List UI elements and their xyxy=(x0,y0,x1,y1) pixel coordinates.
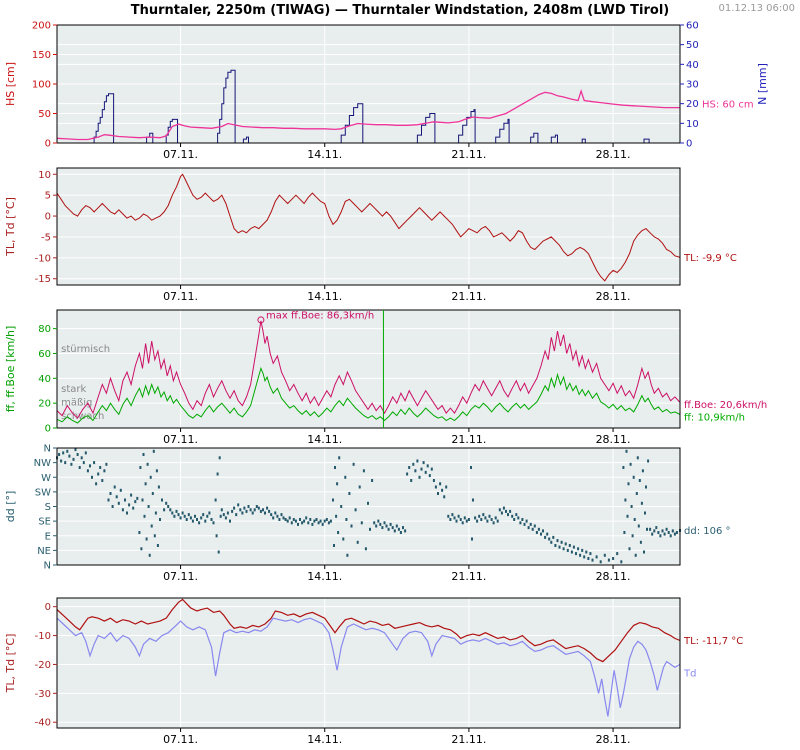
y-tick-label: -10 xyxy=(35,631,51,642)
y-tick-label: SE xyxy=(38,517,51,528)
annotation-label: max ff.Boe: 86,3km/h xyxy=(266,310,374,321)
panel-air-temperature-dewpoint-2250m: -15 -10 -5 0 5 10 07.11. 14.11. 21.11. 28.11. TL, … xyxy=(4,167,737,303)
y-tick-label: 100 xyxy=(32,80,51,91)
y-tick-label: 10 xyxy=(38,170,51,181)
x-tick-label: 14.11. xyxy=(307,433,342,446)
x-tick-label: 14.11. xyxy=(307,733,342,746)
y-tick-label: NE xyxy=(37,546,51,557)
panel-wind-direction: N NE E SE S SW W NW N 07.11. 14.11. 21.11. 28.11. dd … xyxy=(4,444,731,584)
x-tick-label: 21.11. xyxy=(451,148,486,161)
y-tick-label: 20 xyxy=(686,99,699,110)
plot-background xyxy=(57,168,680,285)
annotation-label: ff: 10,9km/h xyxy=(684,412,745,423)
plot-background xyxy=(57,310,680,428)
max-gust-marker xyxy=(257,316,265,324)
y-tick-label: 5 xyxy=(45,191,51,202)
y-tick-label: 0 xyxy=(45,212,51,223)
left-axis-title: ff, ff.Boe [km/h] xyxy=(4,326,17,413)
panel-snow-height-precipitation: 0 50 100 150 200 0 10 20 30 40 50 60 N [mm] 07.11. 14.… xyxy=(4,21,769,162)
annotation-label: Td xyxy=(683,669,696,680)
y-tick-label: NW xyxy=(34,458,51,469)
y-tick-label: 30 xyxy=(686,80,699,91)
y-tick-label: 60 xyxy=(38,349,51,360)
y-tick-label: -30 xyxy=(35,689,51,700)
x-tick-label: 28.11. xyxy=(596,148,631,161)
annotation-label: TL: -11,7 °C xyxy=(683,636,743,647)
y-tick-label: 20 xyxy=(38,399,51,410)
y-tick-label: -5 xyxy=(41,232,51,243)
x-tick-label: 28.11. xyxy=(596,290,631,303)
annotation-label: stark xyxy=(61,384,86,395)
y-tick-label: SW xyxy=(35,487,51,498)
y-tick-label: 0 xyxy=(45,602,51,613)
series-ff.Boe xyxy=(56,320,681,419)
left-axis-title: HS [cm] xyxy=(4,62,17,106)
x-tick-label: 07.11. xyxy=(163,433,198,446)
y-tick-label: 40 xyxy=(686,60,699,71)
right-axis-title: N [mm] xyxy=(756,63,769,105)
y-tick-label: -10 xyxy=(35,253,51,264)
annotation-label: stürmisch xyxy=(61,344,110,355)
panel-wind-speed: stürmisch stark mäßig schwach 0 20 40 60 80 07.11… xyxy=(4,309,767,446)
y-tick-label: S xyxy=(45,502,51,513)
y-tick-label: W xyxy=(41,473,51,484)
y-tick-label: -15 xyxy=(35,274,51,285)
y-tick-label: 0 xyxy=(45,139,51,150)
report-timestamp: 01.12.13 06:00 xyxy=(718,3,795,14)
plot-border xyxy=(56,309,681,429)
series-HS xyxy=(56,88,680,141)
y-tick-label: 10 xyxy=(686,119,699,130)
panel-air-temperature-dewpoint-2408m: -40 -30 -20 -10 0 07.11. 14.11. 21.11. 28.11. TL,… xyxy=(4,597,743,746)
x-tick-label: 28.11. xyxy=(596,570,631,583)
x-tick-label: 14.11. xyxy=(307,148,342,161)
y-tick-label: N xyxy=(44,561,51,572)
x-tick-label: 07.11. xyxy=(163,733,198,746)
series-TL xyxy=(56,598,681,663)
x-tick-label: 21.11. xyxy=(451,733,486,746)
y-tick-label: 200 xyxy=(32,21,51,32)
x-tick-label: 21.11. xyxy=(451,570,486,583)
plot-background xyxy=(57,598,680,728)
y-tick-label: E xyxy=(45,531,51,542)
x-tick-label: 21.11. xyxy=(451,290,486,303)
y-tick-label: 150 xyxy=(32,50,51,61)
y-tick-label: 80 xyxy=(38,324,51,335)
series-dd xyxy=(56,448,681,564)
y-tick-label: 40 xyxy=(38,374,51,385)
y-tick-label: 0 xyxy=(686,139,692,150)
y-tick-label: N xyxy=(44,444,51,455)
plot-border xyxy=(56,597,681,729)
annotation-label: mäßig xyxy=(61,397,92,408)
x-tick-label: 07.11. xyxy=(163,570,198,583)
y-tick-label: 60 xyxy=(686,21,699,32)
page-title: Thurntaler, 2250m (TIWAG) — Thurntaler W… xyxy=(130,3,670,18)
annotation-label: ff.Boe: 20,6km/h xyxy=(684,400,767,411)
series-Td xyxy=(56,617,681,717)
y-tick-label: 50 xyxy=(686,40,699,51)
left-axis-title: dd [°] xyxy=(4,491,17,523)
series-ff xyxy=(56,366,681,424)
x-tick-label: 21.11. xyxy=(451,433,486,446)
series-TL xyxy=(56,173,681,282)
y-tick-label: -20 xyxy=(35,660,51,671)
annotation-label: dd: 106 ° xyxy=(684,526,731,537)
x-tick-label: 07.11. xyxy=(163,290,198,303)
x-tick-label: 07.11. xyxy=(163,148,198,161)
plot-border xyxy=(56,167,681,286)
x-tick-label: 14.11. xyxy=(307,570,342,583)
x-tick-label: 28.11. xyxy=(596,733,631,746)
annotation-label: schwach xyxy=(61,411,104,422)
x-tick-label: 28.11. xyxy=(596,433,631,446)
x-tick-label: 14.11. xyxy=(307,290,342,303)
y-tick-label: 0 xyxy=(45,424,51,435)
left-axis-title: TL, Td [°C] xyxy=(4,197,17,257)
y-tick-label: -40 xyxy=(35,718,51,729)
annotation-label: HS: 60 cm xyxy=(702,100,754,111)
y-tick-label: 50 xyxy=(38,109,51,120)
left-axis-title: TL, Td [°C] xyxy=(4,634,17,694)
annotation-label: TL: -9,9 °C xyxy=(683,253,737,264)
